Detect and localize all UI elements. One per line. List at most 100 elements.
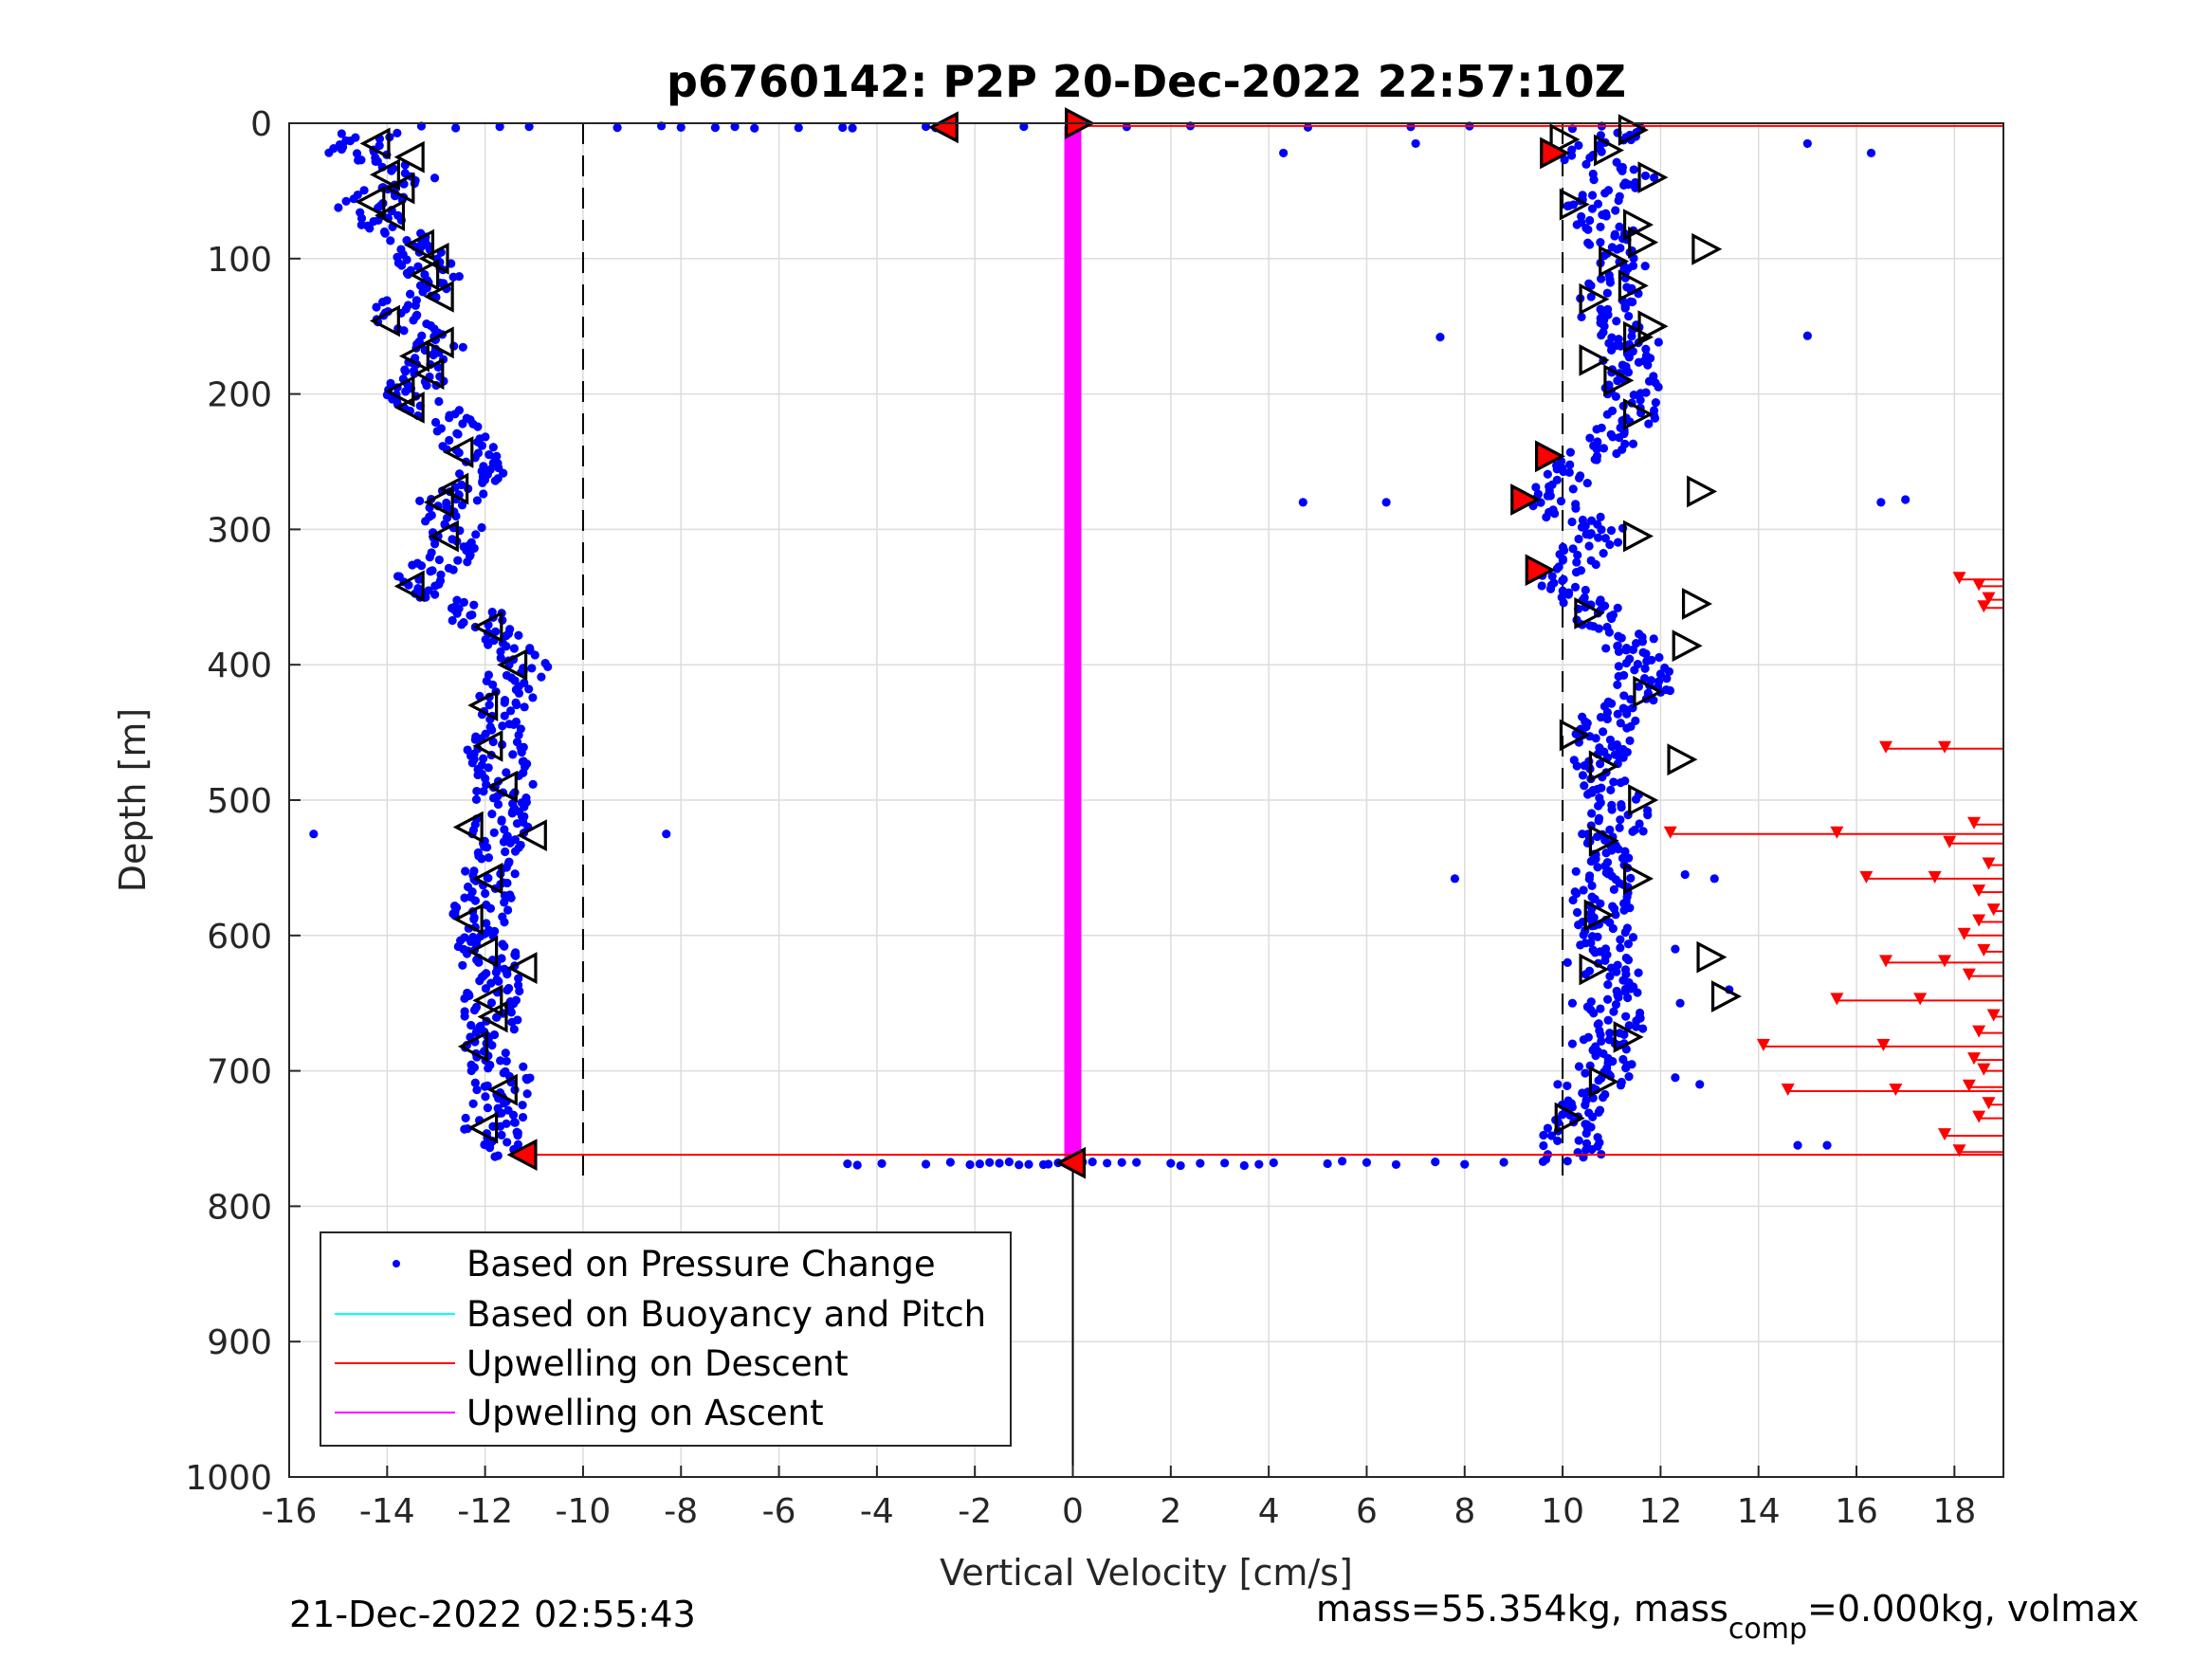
descent-triangle-marker bbox=[359, 127, 391, 160]
ascent-velocity-point bbox=[1584, 874, 1594, 884]
descent-velocity-point bbox=[372, 302, 381, 312]
descent-velocity-point bbox=[508, 1110, 519, 1120]
ascent-velocity-point bbox=[1618, 166, 1627, 176]
descent-velocity-point bbox=[460, 1124, 469, 1134]
ascent-velocity-point bbox=[1614, 845, 1623, 854]
bottom-velocity-point bbox=[1024, 1159, 1033, 1169]
ascent-velocity-point bbox=[1587, 191, 1598, 200]
descent-velocity-point bbox=[498, 721, 507, 731]
ascent-velocity-point bbox=[1614, 662, 1623, 671]
bottom-velocity-point bbox=[1015, 1160, 1024, 1170]
ascent-velocity-point bbox=[1596, 1030, 1605, 1040]
descent-velocity-point bbox=[501, 847, 510, 857]
ascent-velocity-point bbox=[1572, 557, 1581, 567]
ascent-velocity-point bbox=[1632, 1022, 1641, 1031]
ascent-velocity-point bbox=[1598, 1093, 1608, 1103]
descent-velocity-point bbox=[386, 236, 395, 246]
ascent-triangle-marker bbox=[1710, 980, 1742, 1012]
ascent-triangle-marker bbox=[1583, 899, 1615, 932]
ascent-velocity-point bbox=[1596, 222, 1605, 231]
outlier-velocity-point bbox=[1675, 998, 1685, 1008]
ascent-triangle-marker bbox=[1667, 743, 1698, 776]
outlier-velocity-point bbox=[1435, 333, 1445, 342]
outlier-velocity-point bbox=[1695, 1080, 1705, 1089]
ascent-velocity-point bbox=[1622, 723, 1632, 733]
ascent-velocity-point bbox=[1568, 484, 1578, 494]
ascent-velocity-point bbox=[1602, 410, 1612, 419]
ascent-velocity-point bbox=[1595, 759, 1605, 769]
ascent-velocity-point bbox=[1553, 1136, 1563, 1145]
descent-velocity-point bbox=[487, 810, 497, 819]
ascent-velocity-point bbox=[1615, 823, 1624, 832]
ascent-velocity-point bbox=[1567, 517, 1577, 527]
surface-velocity-point bbox=[730, 122, 740, 132]
ascent-velocity-point bbox=[1611, 910, 1620, 920]
descent-triangle-marker bbox=[452, 811, 484, 844]
bottom-velocity-point bbox=[1044, 1159, 1053, 1169]
descent-triangle-marker bbox=[457, 1030, 488, 1063]
upwelling-descent-marker bbox=[1982, 857, 1996, 870]
ascent-velocity-point bbox=[1565, 447, 1575, 457]
ascent-velocity-point bbox=[1593, 863, 1602, 872]
ascent-velocity-point bbox=[1586, 915, 1596, 924]
ascent-velocity-point bbox=[1601, 848, 1611, 858]
bottom-velocity-point bbox=[1254, 1159, 1264, 1169]
ascent-triangle-marker bbox=[1696, 940, 1728, 974]
ascent-velocity-point bbox=[1568, 895, 1578, 905]
descent-velocity-point bbox=[500, 898, 509, 907]
x-tick-label: 6 bbox=[1356, 1492, 1378, 1531]
x-tick-label: 16 bbox=[1835, 1492, 1878, 1531]
ascent-velocity-point bbox=[1594, 624, 1603, 633]
y-tick-label: 200 bbox=[207, 376, 272, 415]
ascent-triangle-marker bbox=[1618, 269, 1649, 302]
descent-velocity-point bbox=[463, 557, 472, 567]
upwelling-descent-marker bbox=[1952, 1144, 1966, 1158]
ascent-velocity-point bbox=[1654, 337, 1663, 347]
descent-velocity-point bbox=[481, 984, 491, 994]
upwelling-descent-marker bbox=[1830, 826, 1844, 839]
legend-label-ascent: Upwelling on Ascent bbox=[466, 1393, 824, 1433]
bottom-velocity-point bbox=[1362, 1158, 1372, 1167]
legend-label-buoyancy: Based on Buoyancy and Pitch bbox=[466, 1294, 986, 1335]
ascent-velocity-point bbox=[1664, 666, 1674, 677]
ascent-velocity-point bbox=[1572, 907, 1582, 918]
bottom-velocity-point bbox=[1176, 1160, 1185, 1171]
ascent-velocity-point bbox=[1568, 544, 1578, 554]
descent-velocity-point bbox=[484, 640, 493, 649]
descent-velocity-point bbox=[341, 196, 351, 206]
descent-velocity-point bbox=[518, 1101, 527, 1110]
surface-velocity-point bbox=[838, 122, 848, 133]
x-axis-label: Vertical Velocity [cm/s] bbox=[940, 1552, 1353, 1594]
descent-velocity-point bbox=[503, 905, 513, 915]
ascent-velocity-point bbox=[1543, 469, 1552, 479]
ascent-velocity-point bbox=[1612, 967, 1621, 976]
ascent-velocity-point bbox=[1607, 613, 1617, 624]
descent-triangle-marker bbox=[423, 485, 454, 519]
chart-title: p6760142: P2P 20-Dec-2022 22:57:10Z bbox=[667, 56, 1626, 107]
ascent-triangle-marker bbox=[1622, 520, 1654, 553]
ascent-velocity-point bbox=[1581, 1068, 1590, 1078]
descent-velocity-point bbox=[460, 1012, 469, 1021]
descent-velocity-point bbox=[543, 662, 553, 672]
ascent-velocity-point bbox=[1620, 847, 1630, 856]
ascent-triangle-marker bbox=[1603, 364, 1635, 397]
ascent-velocity-point bbox=[1594, 1107, 1603, 1117]
descent-triangle-marker bbox=[423, 280, 454, 313]
descent-velocity-point bbox=[466, 1020, 476, 1030]
ascent-velocity-point bbox=[1609, 777, 1618, 787]
footer-mass-sub: comp bbox=[1728, 1613, 1807, 1646]
upwelling-descent-marker bbox=[1876, 1038, 1891, 1051]
ascent-velocity-point bbox=[1560, 155, 1569, 165]
descent-velocity-point bbox=[356, 213, 367, 223]
ascent-velocity-point bbox=[1641, 344, 1651, 354]
ascent-velocity-point bbox=[1612, 245, 1622, 254]
ascent-velocity-point bbox=[1586, 281, 1596, 290]
plot-data bbox=[309, 107, 2003, 1179]
ascent-velocity-point bbox=[1616, 815, 1625, 825]
ascent-velocity-point bbox=[1643, 811, 1653, 820]
ascent-velocity-point bbox=[1581, 970, 1591, 979]
ascent-velocity-point bbox=[1597, 525, 1606, 535]
descent-velocity-point bbox=[537, 672, 546, 682]
descent-velocity-point bbox=[511, 951, 521, 960]
x-tick-label: -2 bbox=[958, 1492, 992, 1531]
